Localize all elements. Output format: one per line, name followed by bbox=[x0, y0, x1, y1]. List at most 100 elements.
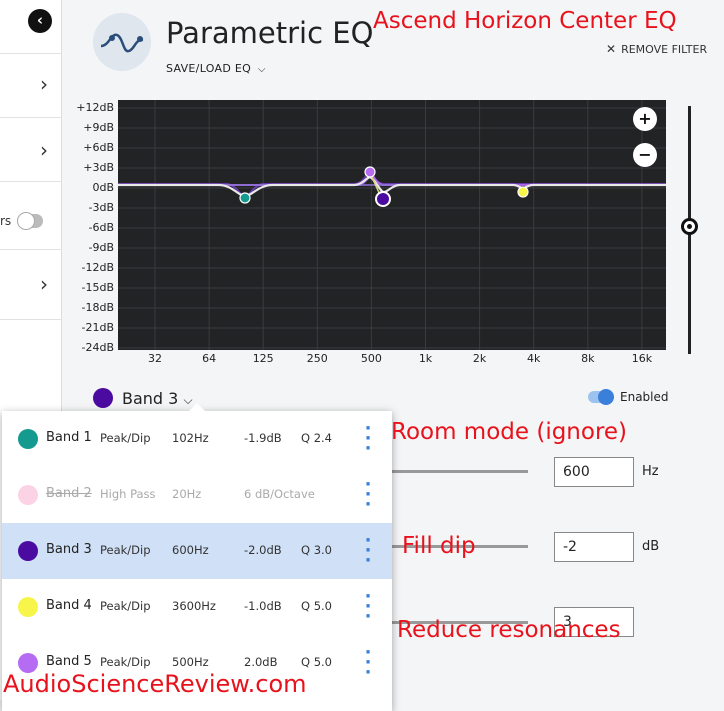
enabled-label: Enabled bbox=[620, 390, 669, 404]
back-button[interactable]: ‹ bbox=[28, 9, 52, 33]
zoom-out-button[interactable]: − bbox=[633, 143, 657, 167]
band-3-handle[interactable] bbox=[375, 191, 391, 207]
sidebar-section bbox=[0, 0, 62, 54]
band-gain: -1.9dB bbox=[244, 431, 282, 445]
chevron-right-icon: › bbox=[40, 272, 48, 296]
band-type: Peak/Dip bbox=[100, 543, 151, 557]
band-list-item[interactable]: Band 2 High Pass 20Hz 6 dB/Octave · · · bbox=[2, 467, 392, 523]
y-axis-label: -3dB bbox=[88, 201, 115, 214]
band-5-handle[interactable] bbox=[364, 166, 376, 178]
more-options-icon[interactable]: · · · bbox=[364, 474, 372, 515]
x-axis-label: 250 bbox=[306, 352, 328, 365]
zoom-in-button[interactable]: + bbox=[633, 107, 657, 131]
band-q: Q 2.4 bbox=[301, 431, 332, 445]
band-type: Peak/Dip bbox=[100, 599, 151, 613]
watermark: AudioScienceReview.com bbox=[3, 670, 307, 698]
enabled-toggle[interactable] bbox=[588, 389, 614, 405]
chevron-right-icon: › bbox=[40, 72, 48, 96]
y-axis-label: -24dB bbox=[81, 341, 115, 354]
band-list-item[interactable]: Band 3 Peak/Dip 600Hz -2.0dB Q 3.0 · · · bbox=[2, 523, 392, 579]
annotation-title: Ascend Horizon Center EQ bbox=[373, 8, 677, 34]
combined-eq-curve bbox=[118, 175, 666, 198]
band-q: Q 3.0 bbox=[301, 543, 332, 557]
q-input[interactable]: 3 bbox=[554, 607, 634, 637]
chevron-right-icon: › bbox=[40, 138, 48, 162]
band-gain: 2.0dB bbox=[244, 655, 278, 669]
save-load-eq-button[interactable]: SAVE/LOAD EQ ⌵ bbox=[166, 62, 266, 75]
frequency-slider[interactable] bbox=[390, 470, 528, 473]
x-axis-label: 125 bbox=[252, 352, 274, 365]
y-axis-label: -12dB bbox=[81, 261, 115, 274]
sidebar-item-2[interactable]: › bbox=[0, 118, 62, 182]
band-frequency: 500Hz bbox=[172, 655, 209, 669]
y-axis-label: -15dB bbox=[81, 281, 115, 294]
band-frequency: 102Hz bbox=[172, 431, 209, 445]
band-selector-label: Band 3 bbox=[122, 389, 179, 408]
band-response-curve bbox=[118, 168, 666, 199]
gain-range-slider-knob[interactable] bbox=[681, 218, 698, 235]
band-1-handle[interactable] bbox=[239, 192, 251, 204]
sidebar-toggle-label: rs bbox=[0, 214, 12, 228]
band-name: Band 4 bbox=[46, 598, 92, 613]
band-list-item[interactable]: Band 1 Peak/Dip 102Hz -1.9dB Q 2.4 · · · bbox=[2, 411, 392, 467]
band-4-handle[interactable] bbox=[517, 186, 529, 198]
more-options-icon[interactable]: · · · bbox=[364, 418, 372, 459]
sidebar-item-1[interactable]: › bbox=[0, 54, 62, 118]
band-color-dot bbox=[18, 485, 38, 505]
y-axis-label: -9dB bbox=[88, 241, 115, 254]
y-axis-label: -6dB bbox=[88, 221, 115, 234]
eq-graph[interactable]: + − bbox=[118, 100, 666, 350]
q-slider[interactable] bbox=[390, 621, 528, 624]
band-name: Band 2 bbox=[46, 486, 92, 501]
band-list-item[interactable]: Band 5 Peak/Dip 500Hz 2.0dB Q 5.0 · · · bbox=[2, 635, 392, 691]
band-name: Band 1 bbox=[46, 430, 92, 445]
band-name: Band 3 bbox=[46, 542, 92, 557]
sidebar-item-3[interactable]: › bbox=[0, 250, 62, 320]
sidebar-toggle[interactable] bbox=[17, 212, 43, 230]
sidebar-item-toggle: rs bbox=[0, 182, 62, 250]
band-name: Band 5 bbox=[46, 654, 92, 669]
gridlines bbox=[118, 100, 666, 350]
band-type: High Pass bbox=[100, 487, 156, 501]
annotation-room-mode: Room mode (ignore) bbox=[391, 419, 628, 445]
eq-curve-svg bbox=[118, 100, 666, 350]
band-color-dot bbox=[18, 429, 38, 449]
x-axis-label: 16k bbox=[631, 352, 653, 365]
band-color-dot bbox=[18, 597, 38, 617]
band-frequency: 600Hz bbox=[172, 543, 209, 557]
frequency-input[interactable]: 600 bbox=[554, 457, 634, 487]
x-axis-label: 500 bbox=[360, 352, 382, 365]
y-axis-label: +9dB bbox=[83, 121, 114, 134]
band-frequency: 3600Hz bbox=[172, 599, 216, 613]
annotation-fill-dip: Fill dip bbox=[402, 533, 476, 559]
band-color-dot bbox=[93, 388, 113, 408]
y-axis-label: +12dB bbox=[76, 101, 114, 114]
band-type: Peak/Dip bbox=[100, 655, 151, 669]
eq-logo-icon bbox=[93, 13, 151, 71]
frequency-unit: Hz bbox=[642, 464, 659, 479]
band-color-dot bbox=[18, 541, 38, 561]
band-frequency: 20Hz bbox=[172, 487, 202, 501]
y-axis-label: -18dB bbox=[81, 301, 115, 314]
dropdown-caret bbox=[189, 403, 205, 411]
band-list-item[interactable]: Band 4 Peak/Dip 3600Hz -1.0dB Q 5.0 · · · bbox=[2, 579, 392, 635]
band-color-dot bbox=[18, 653, 38, 673]
more-options-icon[interactable]: · · · bbox=[364, 586, 372, 627]
band-list-dropdown: Band 1 Peak/Dip 102Hz -1.9dB Q 2.4 · · · Band 2 H… bbox=[2, 403, 392, 711]
band-gain: 6 dB/Octave bbox=[244, 487, 315, 501]
x-axis-label: 32 bbox=[148, 352, 162, 365]
y-axis-label: +6dB bbox=[83, 141, 114, 154]
remove-filter-button[interactable]: ✕ REMOVE FILTER bbox=[606, 42, 707, 56]
gain-input[interactable]: -2 bbox=[554, 532, 634, 562]
y-axis-label: -21dB bbox=[81, 321, 115, 334]
gain-slider[interactable] bbox=[390, 545, 528, 548]
x-axis-label: 8k bbox=[581, 352, 595, 365]
band-gain: -2.0dB bbox=[244, 543, 282, 557]
more-options-icon[interactable]: · · · bbox=[364, 530, 372, 571]
more-options-icon[interactable]: · · · bbox=[364, 642, 372, 683]
gain-unit: dB bbox=[642, 539, 660, 554]
band-selector-label-wrap: Band 3 ⌵ bbox=[122, 389, 193, 408]
chevron-down-icon: ⌵ bbox=[257, 64, 266, 75]
band-gain: -1.0dB bbox=[244, 599, 282, 613]
x-axis-label: 1k bbox=[418, 352, 433, 365]
